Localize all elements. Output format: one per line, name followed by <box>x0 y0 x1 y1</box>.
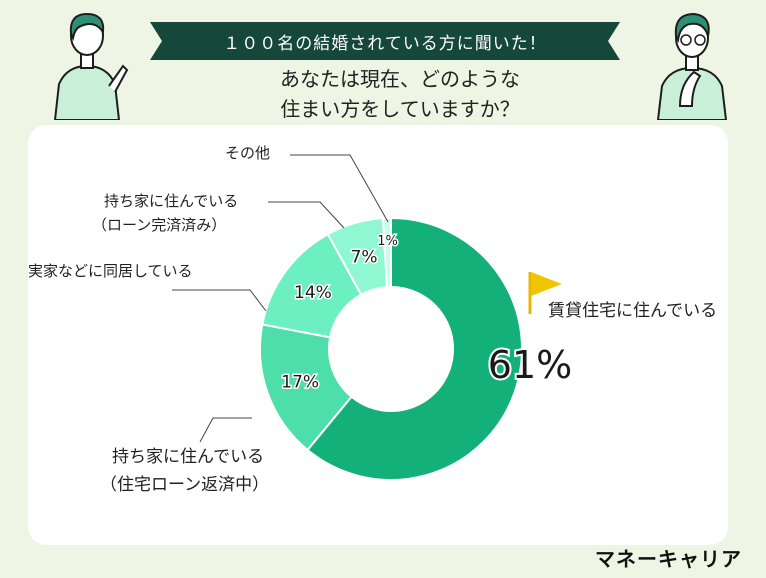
flag-icon <box>528 272 562 314</box>
slice-percent-label: 61% <box>488 343 572 387</box>
question-line-2: 住まい方をしていますか？ <box>280 97 520 121</box>
slice-category-label: （ローン完済済み） <box>92 216 226 234</box>
slice-labels: 61% 賃貸住宅に住んでいる 17% 持ち家に住んでいる （住宅ローン返済中） 14% 実家… <box>28 144 717 495</box>
slice-category-label: その他 <box>225 144 270 162</box>
leader-line <box>199 417 252 443</box>
slice-percent-label: 14% <box>294 283 332 303</box>
leader-line <box>172 289 267 312</box>
leader-line <box>268 201 345 229</box>
question-line-1: あなたは現在、どのような <box>280 67 520 91</box>
slice-category-label: 持ち家に住んでいる <box>104 192 238 210</box>
donut-slices <box>259 216 523 481</box>
slice-category-label: 賃貸住宅に住んでいる <box>548 301 717 321</box>
survey-question: あなたは現在、どのような 住まい方をしていますか？ <box>250 64 550 124</box>
slice-percent-label: 17% <box>281 373 319 393</box>
slice-category-label: （住宅ローン返済中） <box>100 475 269 495</box>
person-pointing-illustration <box>53 12 129 120</box>
title-banner: １００名の結婚されている方に聞いた！ <box>150 22 620 60</box>
slice-percent-label: 7% <box>351 247 378 267</box>
donut-slice <box>306 216 523 481</box>
person-thinking-illustration <box>656 12 728 120</box>
banner-shape <box>150 22 620 60</box>
slice-category-label: 実家などに同居している <box>28 262 193 280</box>
slice-percent-label: 1% <box>377 234 398 249</box>
brand-logo: マネーキャリア <box>595 547 742 571</box>
leader-lines <box>172 154 389 443</box>
slice-category-label: 持ち家に住んでいる <box>112 447 264 467</box>
leader-line <box>290 154 389 223</box>
banner-text: １００名の結婚されている方に聞いた！ <box>223 33 547 54</box>
